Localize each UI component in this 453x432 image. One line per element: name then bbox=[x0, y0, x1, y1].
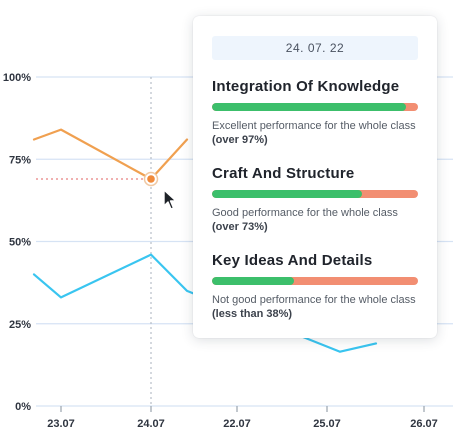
metric-integration-of-knowledge: Integration Of Knowledge Excellent perfo… bbox=[212, 78, 418, 147]
hover-marker bbox=[143, 171, 159, 187]
y-tick-label: 50% bbox=[9, 237, 31, 249]
x-axis-ticks: 23.07 24.07 22.07 25.07 26.07 bbox=[47, 406, 438, 430]
metric-title: Integration Of Knowledge bbox=[212, 78, 400, 95]
y-tick-label: 0% bbox=[15, 401, 31, 413]
crosshair bbox=[36, 77, 152, 406]
metric-emphasis: (over 73%) bbox=[212, 221, 268, 233]
hover-tooltip: 24. 07. 22 Integration Of Knowledge Exce… bbox=[193, 16, 437, 338]
x-tick-label: 23.07 bbox=[47, 418, 75, 430]
metric-description-text: Not good performance for the whole class bbox=[212, 294, 416, 306]
metric-description: Not good performance for the whole class… bbox=[212, 293, 418, 321]
metric-emphasis: (less than 38%) bbox=[212, 308, 293, 320]
x-tick-label: 25.07 bbox=[313, 418, 341, 430]
progress-bar bbox=[212, 103, 418, 111]
hover-point bbox=[147, 175, 155, 183]
progress-bar bbox=[212, 190, 418, 198]
y-axis-ticks: 0% 25% 50% 75% 100% bbox=[3, 72, 31, 413]
progress-bar-fill bbox=[212, 103, 406, 111]
metric-title: Key Ideas And Details bbox=[212, 252, 373, 269]
series-line-1 bbox=[32, 253, 378, 353]
metric-craft-and-structure: Craft And Structure Good performance for… bbox=[212, 165, 418, 234]
progress-bar-fill bbox=[212, 277, 295, 285]
tooltip-date: 24. 07. 22 bbox=[212, 36, 418, 60]
metric-description: Excellent performance for the whole clas… bbox=[212, 119, 418, 147]
y-tick-label: 75% bbox=[9, 154, 31, 166]
metric-key-ideas-and-details: Key Ideas And Details Not good performan… bbox=[212, 252, 418, 321]
metric-emphasis: (over 97%) bbox=[212, 134, 268, 146]
x-tick-label: 24.07 bbox=[137, 418, 165, 430]
series-group bbox=[32, 128, 378, 353]
progress-bar-fill bbox=[212, 190, 363, 198]
metric-description-text: Excellent performance for the whole clas… bbox=[212, 120, 416, 132]
y-tick-label: 100% bbox=[3, 72, 31, 84]
series-line-0 bbox=[32, 128, 189, 181]
progress-bar bbox=[212, 277, 418, 285]
x-tick-label: 22.07 bbox=[223, 418, 251, 430]
metric-description: Good performance for the whole class (ov… bbox=[212, 206, 418, 234]
pointer-cursor-icon bbox=[163, 189, 177, 210]
x-tick-label: 26.07 bbox=[410, 418, 438, 430]
y-tick-label: 25% bbox=[9, 319, 31, 331]
metric-title: Craft And Structure bbox=[212, 165, 355, 182]
metric-description-text: Good performance for the whole class bbox=[212, 207, 398, 219]
